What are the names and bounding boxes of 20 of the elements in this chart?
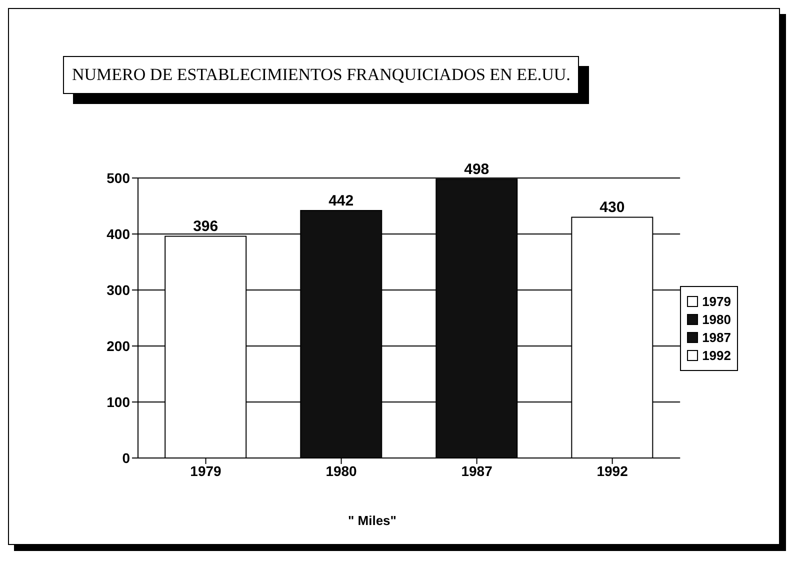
y-tick-label: 200 <box>106 338 130 354</box>
legend-label: 1980 <box>702 312 731 326</box>
data-label: 442 <box>328 192 354 210</box>
y-tick-label: 0 <box>122 450 130 466</box>
legend-label: 1992 <box>702 348 731 362</box>
chart-title: NUMERO DE ESTABLECIMIENTOS FRANQUICIADOS EN EE.UU. <box>63 56 580 94</box>
legend-label: 1979 <box>702 294 731 308</box>
y-tick-label: 300 <box>106 282 130 298</box>
x-axis-title: " Miles" <box>348 513 396 528</box>
x-tick-label: 1992 <box>596 462 628 479</box>
x-tick-label: 1979 <box>190 462 222 479</box>
data-label: 498 <box>464 161 490 178</box>
data-label: 430 <box>600 199 625 216</box>
x-tick-label: 1980 <box>326 462 358 479</box>
data-label: 396 <box>193 218 218 236</box>
y-tick-label: 100 <box>106 394 130 410</box>
y-tick-label: 400 <box>106 226 130 242</box>
x-tick-label: 1987 <box>461 462 493 479</box>
legend-label: 1987 <box>702 330 731 344</box>
y-tick-label: 500 <box>106 170 130 186</box>
